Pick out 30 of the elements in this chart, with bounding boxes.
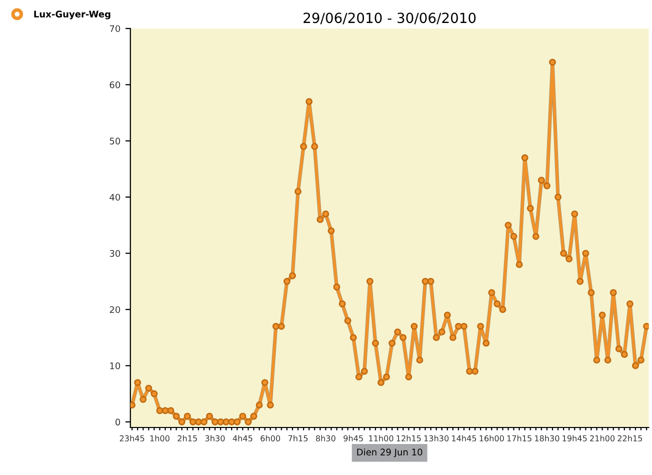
x-tick-label: 19h45 [562, 435, 587, 442]
y-tick-label: 70 [110, 25, 120, 32]
legend-label: Lux-Guyer-Weg [34, 10, 110, 20]
x-tick-label: 23h45 [120, 435, 144, 442]
x-tick-label: 14h45 [452, 435, 476, 442]
x-tick-label: 8h30 [316, 435, 336, 442]
x-tick-label: 21h00 [590, 435, 615, 442]
x-tick-label: 18h30 [535, 435, 560, 442]
x-tick-label: 4h45 [232, 435, 252, 442]
x-tick-label: 13h30 [424, 435, 449, 442]
y-tick-label: 50 [110, 138, 120, 144]
y-tick-label: 20 [110, 306, 120, 314]
x-axis-title: Dien 29 Jun 10 [357, 448, 422, 458]
x-tick-label: 9h45 [344, 435, 363, 442]
x-tick-label: 22h15 [618, 435, 642, 442]
y-tick-label: 10 [110, 362, 120, 370]
x-tick-label: 2h15 [178, 435, 197, 442]
x-tick-label: 11h00 [369, 435, 394, 442]
x-tick-label: 12h15 [396, 435, 421, 442]
x-tick-label: 6h00 [260, 435, 280, 442]
x-tick-label: 16h00 [480, 435, 504, 442]
x-tick-label: 1h00 [150, 435, 170, 442]
x-tick-label: 17h15 [507, 435, 532, 442]
y-tick-label: 0 [116, 418, 120, 426]
y-tick-label: 30 [110, 250, 120, 257]
chart-title: 29/06/2010 - 30/06/2010 [304, 12, 476, 24]
x-tick-label: 3h30 [205, 435, 225, 442]
y-tick-label: 60 [110, 81, 120, 88]
y-tick-label: 40 [110, 194, 120, 201]
x-tick-label: 7h15 [288, 435, 308, 442]
